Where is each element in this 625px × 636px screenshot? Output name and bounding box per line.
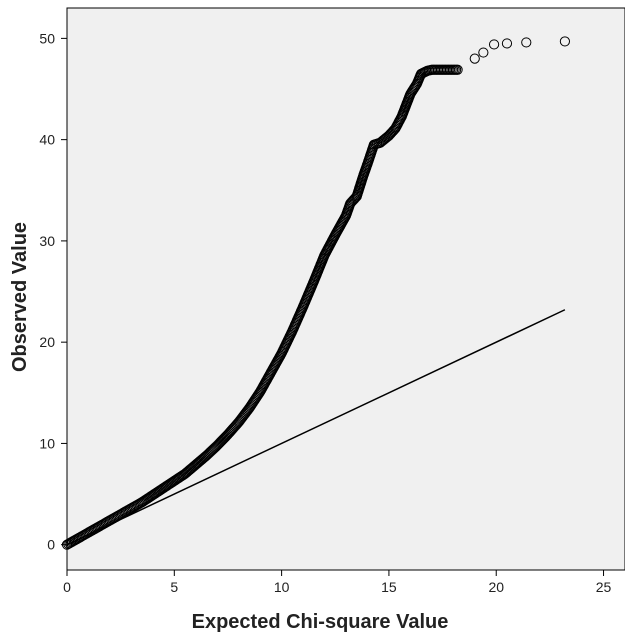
x-tick-label: 15: [381, 579, 397, 595]
y-tick-label: 20: [39, 334, 55, 350]
data-point: [469, 53, 480, 64]
data-point: [478, 47, 489, 58]
y-tick-label: 30: [39, 233, 55, 249]
y-tick-label: 40: [39, 132, 55, 148]
data-point: [501, 38, 513, 49]
y-axis-title: Observed Value: [9, 222, 31, 372]
y-tick-label: 10: [39, 435, 55, 451]
x-tick-label: 10: [274, 579, 290, 595]
y-tick-label: 0: [47, 537, 55, 553]
x-tick-label: 5: [170, 579, 178, 595]
data-point: [559, 36, 571, 47]
reference-line: [66, 309, 566, 546]
x-axis-title: Expected Chi-square Value: [192, 611, 449, 633]
plot-area: [66, 7, 625, 571]
x-tick-label: 0: [63, 579, 71, 595]
data-point: [521, 37, 532, 48]
x-tick-label: 25: [596, 579, 612, 595]
y-tick-label: 50: [39, 30, 55, 46]
data-point: [488, 39, 500, 50]
data-point: [452, 64, 463, 75]
x-tick-label: 20: [488, 579, 504, 595]
